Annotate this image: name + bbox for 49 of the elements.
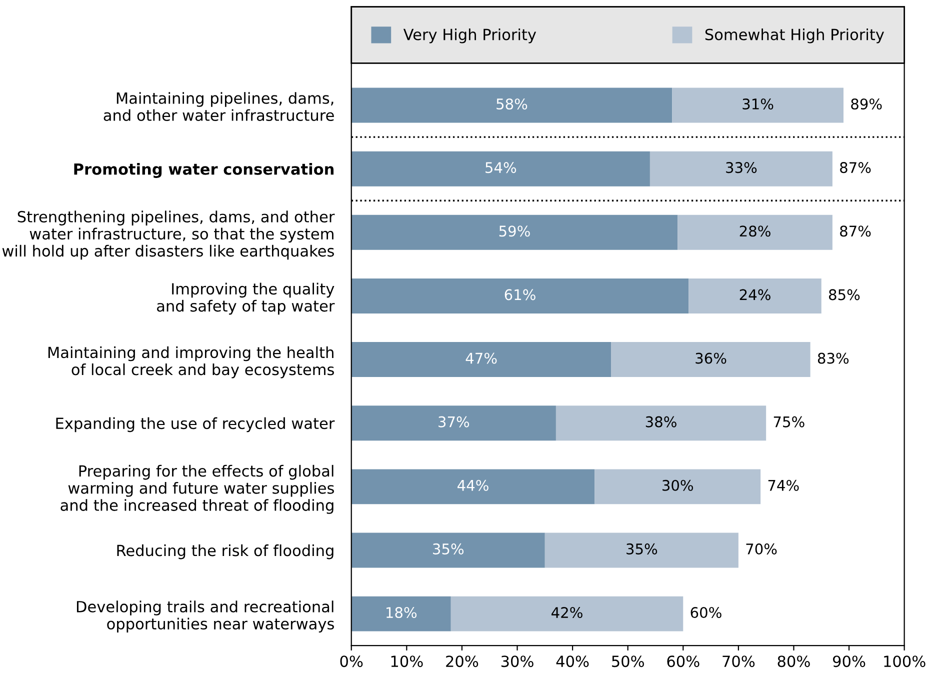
legend-label: Somewhat High Priority — [705, 28, 884, 44]
y-tick-label: Promoting water conservation — [74, 163, 334, 178]
data-label: 54% — [486, 162, 516, 174]
x-tick-label: 10% — [391, 656, 423, 668]
data-label: 28% — [740, 226, 770, 237]
data-label: 31% — [742, 98, 774, 110]
total-label: 89% — [851, 98, 882, 110]
total-label: 87% — [840, 226, 871, 237]
y-tick-label: Maintaining pipelines, dams, and other water infrastructure — [104, 92, 334, 122]
total-label: 60% — [690, 607, 722, 618]
x-tick-label: 50% — [612, 656, 644, 668]
data-label: 24% — [740, 289, 770, 300]
x-tick-label: 90% — [833, 656, 866, 668]
y-tick-label: Strengthening pipelines, dams, and other water infrastructure, so that the system will hold up after disasters like earthquakes — [2, 210, 335, 260]
x-tick-label: 100% — [884, 656, 926, 668]
x-tick-label: 60% — [667, 656, 700, 668]
data-label: 37% — [438, 416, 470, 428]
data-label: 35% — [626, 543, 658, 554]
legend-label: Very High Priority — [403, 28, 536, 44]
total-label: 83% — [818, 352, 849, 364]
data-label: 18% — [386, 607, 417, 618]
total-label: 75% — [774, 416, 804, 428]
x-tick-label: 70% — [722, 656, 755, 668]
x-tick-label: 40% — [556, 656, 589, 668]
data-label: 33% — [726, 162, 757, 174]
data-label: 44% — [458, 480, 488, 491]
y-tick-label: Expanding the use of recycled water — [56, 417, 335, 432]
data-label: 38% — [646, 416, 676, 428]
y-tick-label: Improving the quality and safety of tap water — [157, 282, 335, 315]
total-label: 70% — [746, 543, 777, 554]
total-label: 74% — [768, 480, 799, 491]
data-label: 36% — [696, 352, 726, 364]
total-label: 87% — [840, 162, 871, 174]
data-label: 59% — [499, 226, 530, 237]
x-tick-label: 20% — [446, 656, 478, 668]
y-tick-label: Maintaining and improving the health of local creek and bay ecosystems — [48, 346, 334, 378]
x-tick-label: 30% — [501, 656, 534, 668]
y-tick-label: Preparing for the effects of global warming and future water supplies and the increased threat of flooding — [60, 464, 334, 514]
data-label: 30% — [662, 480, 694, 491]
data-label: 58% — [496, 98, 528, 110]
data-label: 42% — [552, 607, 582, 618]
data-label: 35% — [433, 543, 464, 554]
y-tick-label: Reducing the risk of flooding — [117, 544, 334, 560]
data-label: 47% — [466, 352, 497, 364]
x-tick-label: 80% — [778, 656, 810, 668]
x-tick-label: 0% — [340, 656, 363, 668]
total-label: 85% — [829, 289, 860, 300]
y-tick-label: Developing trails and recreational opportunities near waterways — [76, 600, 334, 632]
data-label: 61% — [504, 289, 536, 300]
